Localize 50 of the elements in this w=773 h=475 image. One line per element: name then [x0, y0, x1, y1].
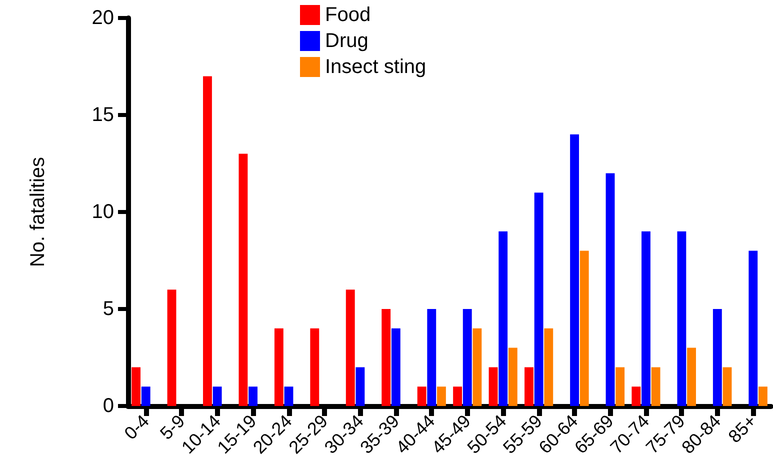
y-tick-label: 15	[92, 104, 114, 126]
bar	[382, 309, 391, 406]
bar	[524, 367, 534, 406]
bar	[284, 386, 294, 406]
bar	[391, 328, 400, 406]
bar	[570, 134, 579, 406]
bar	[651, 367, 660, 406]
bar	[417, 386, 426, 406]
bar	[356, 367, 365, 406]
bar	[248, 386, 258, 406]
bar	[472, 328, 482, 406]
bar	[488, 367, 498, 406]
bar	[436, 386, 446, 406]
bar	[748, 250, 758, 406]
bar	[346, 290, 355, 406]
bar	[238, 154, 248, 406]
bar	[132, 367, 141, 406]
bar	[687, 348, 696, 406]
legend-label: Food	[325, 4, 371, 26]
bar	[642, 231, 650, 406]
bar	[141, 386, 150, 406]
bar	[632, 386, 641, 406]
bar	[544, 328, 554, 406]
x-tick-label: 0-4	[120, 410, 153, 444]
bar	[167, 290, 176, 406]
bar	[427, 309, 436, 406]
bar	[616, 367, 625, 406]
y-tick-label: 10	[92, 201, 114, 223]
y-axis-title: No. fatalities	[27, 156, 49, 268]
bar	[274, 328, 284, 406]
bar	[498, 231, 508, 406]
bar	[462, 309, 472, 406]
bar	[712, 309, 722, 406]
bar	[203, 76, 212, 406]
y-tick-label: 0	[102, 395, 114, 417]
bar	[508, 348, 518, 406]
y-tick-label: 5	[102, 298, 114, 320]
bar	[722, 367, 732, 406]
legend-label: Drug	[325, 30, 368, 52]
y-tick-label: 20	[92, 7, 114, 29]
bar	[453, 386, 462, 406]
bar	[212, 386, 222, 406]
bar	[534, 192, 544, 406]
bar	[758, 386, 768, 406]
bar	[677, 231, 686, 406]
bar	[606, 173, 615, 406]
x-tick-label: 85+	[724, 410, 760, 447]
bar	[580, 250, 589, 406]
legend-label: Insect sting	[325, 56, 426, 78]
bar	[310, 328, 320, 406]
